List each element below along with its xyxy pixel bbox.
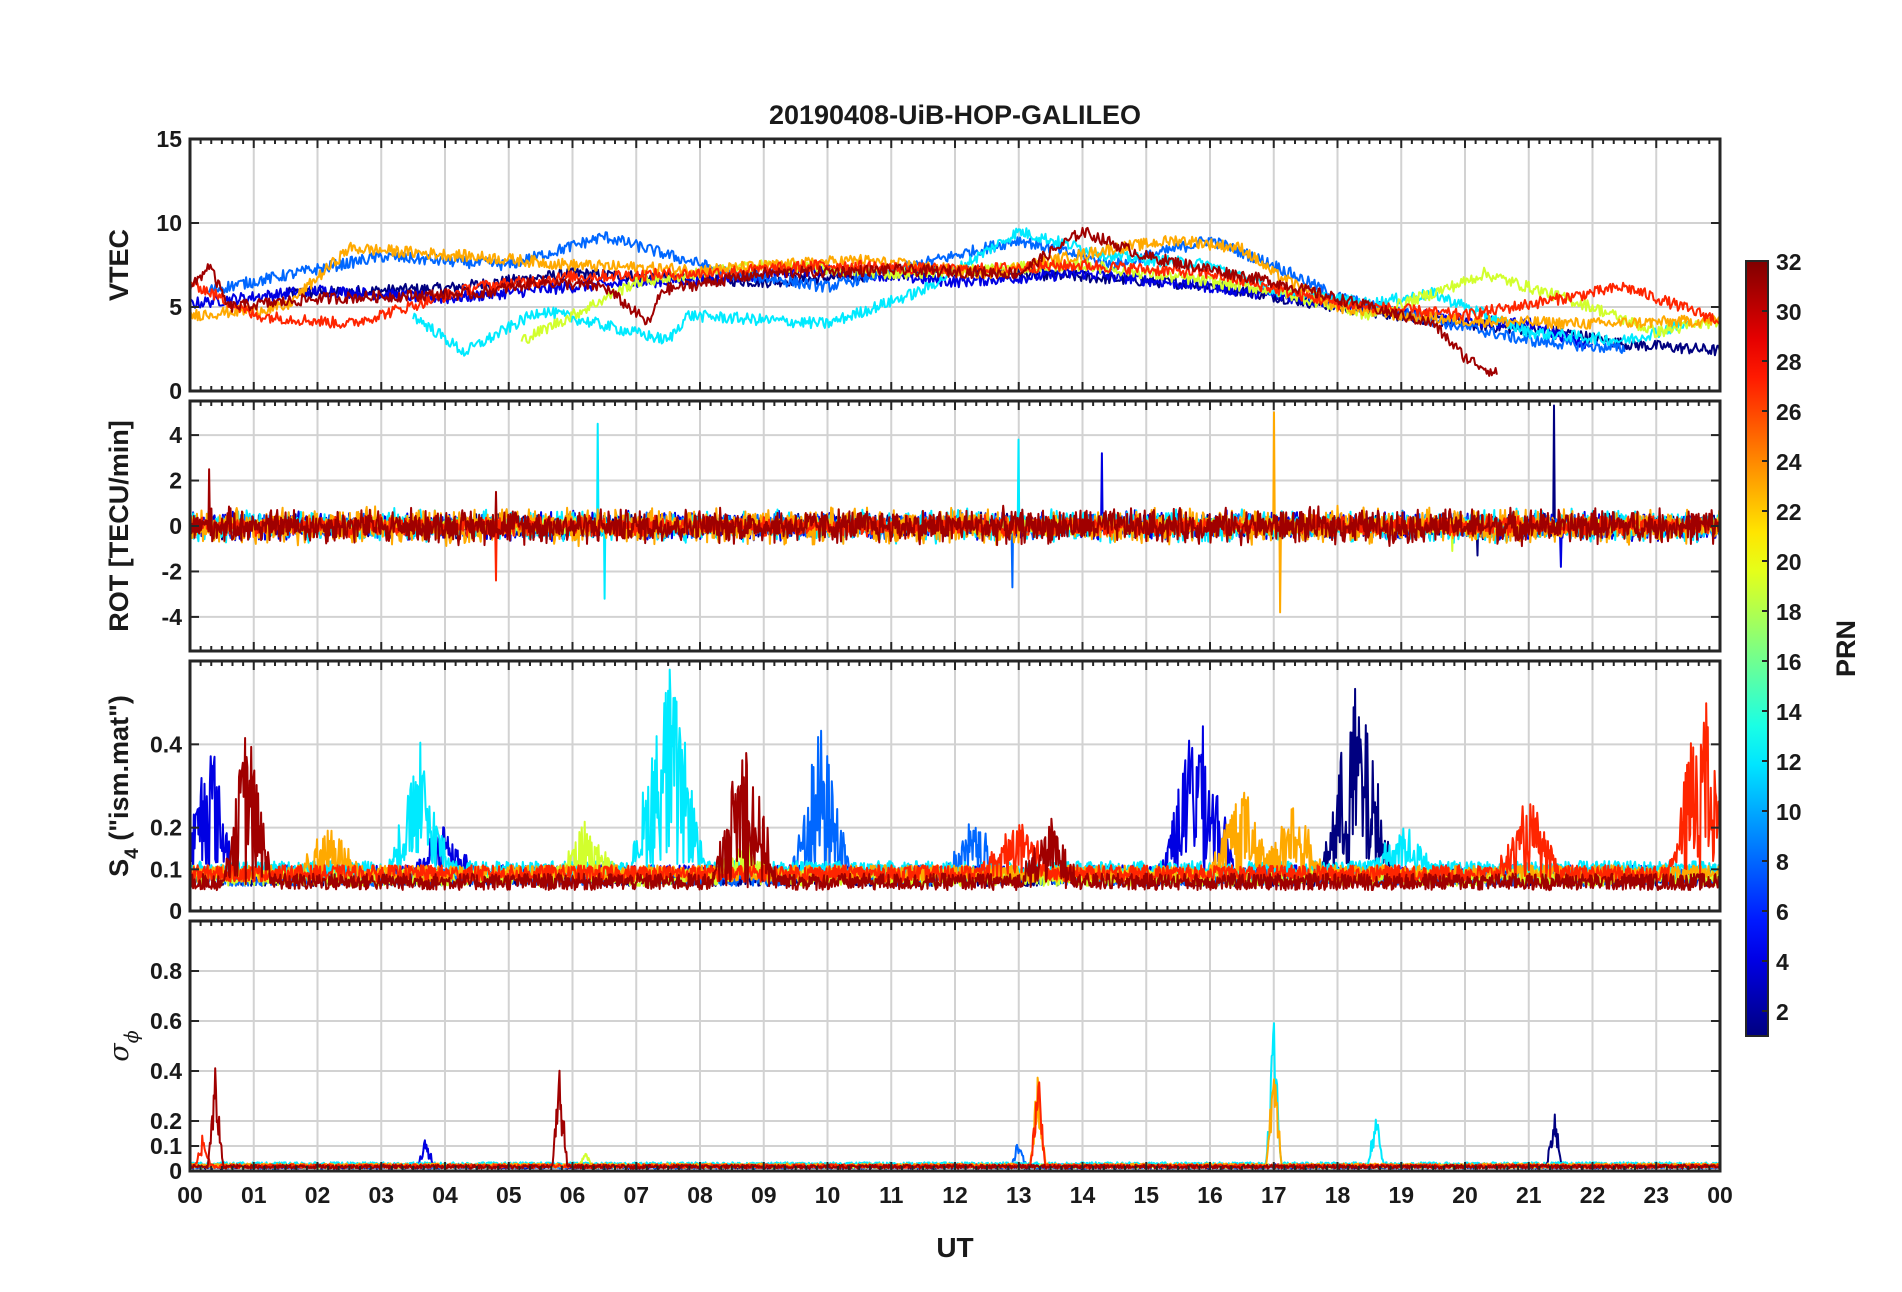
y-tick-label: 0	[169, 1158, 182, 1184]
x-tick-label: 07	[623, 1182, 649, 1208]
series-prn-27-vtec	[190, 258, 1720, 329]
x-tick-label: 19	[1388, 1182, 1414, 1208]
colorbar-tick-label: 10	[1776, 799, 1802, 825]
series-prn-31-s4	[190, 737, 1720, 892]
y-tick-label: 0.2	[150, 1108, 182, 1134]
x-tick-label: 11	[879, 1182, 904, 1208]
x-tick-label: 16	[1197, 1182, 1223, 1208]
y-axis-label-vtec: VTEC	[104, 229, 134, 301]
y-tick-label: -2	[162, 558, 182, 584]
colorbar-label: PRN	[1831, 620, 1861, 677]
y-tick-label: 0.1	[150, 1133, 182, 1159]
x-tick-label: 05	[496, 1182, 522, 1208]
series-prn-12-vtec	[412, 227, 1690, 357]
colorbar-tick-label: 8	[1776, 849, 1789, 875]
colorbar-tick-label: 6	[1776, 899, 1789, 925]
colorbar-tick-label: 12	[1776, 749, 1802, 775]
panel-vtec: 0 5 10 15 VTEC	[104, 126, 1722, 404]
colorbar-tick-label: 2	[1776, 999, 1789, 1025]
y-tick-label: 4	[169, 422, 182, 448]
x-tick-label: 18	[1325, 1182, 1351, 1208]
x-tick-label: 04	[432, 1182, 458, 1208]
y-axis-label-sigma: σϕ	[104, 1030, 143, 1061]
y-tick-label: 0.6	[150, 1008, 182, 1034]
y-tick-label: 0	[169, 898, 182, 924]
y-tick-label: 2	[169, 468, 182, 494]
x-tick-label: 01	[241, 1182, 267, 1208]
y-axis-label-rot: ROT [TECU/min]	[104, 420, 134, 631]
y-tick-label: 0.4	[150, 1058, 182, 1084]
panel-s4-frame	[188, 659, 1722, 913]
panel-s4-traces	[190, 668, 1720, 892]
x-tick-label: 03	[368, 1182, 394, 1208]
colorbar-frame	[1745, 260, 1769, 1037]
x-tick-label: 02	[305, 1182, 331, 1208]
panel-vtec-frame	[188, 137, 1722, 393]
x-tick-label: 12	[942, 1182, 968, 1208]
x-tick-label: 15	[1133, 1182, 1159, 1208]
colorbar-tick-label: 32	[1776, 249, 1802, 275]
y-tick-label: 15	[156, 126, 182, 152]
x-tick-label: 00	[1707, 1182, 1733, 1208]
y-tick-label: 5	[169, 294, 182, 320]
colorbar-gradient	[1746, 261, 1768, 1036]
y-tick-label: 0	[169, 513, 182, 539]
y-tick-label: 0	[169, 378, 182, 404]
colorbar-tick-label: 24	[1776, 449, 1802, 475]
colorbar-tick-label: 18	[1776, 599, 1802, 625]
x-tick-label: 08	[687, 1182, 713, 1208]
colorbar-tick-label: 26	[1776, 399, 1802, 425]
chart-title: 20190408-UiB-HOP-GALILEO	[769, 100, 1141, 130]
y-tick-label: 10	[156, 210, 182, 236]
x-tick-label: 21	[1516, 1182, 1542, 1208]
x-tick-label: 20	[1452, 1182, 1478, 1208]
panel-rot-frame	[188, 399, 1722, 653]
y-tick-label: 0.4	[150, 731, 182, 757]
y-tick-label: 0.2	[150, 815, 182, 841]
x-tick-label: 09	[751, 1182, 777, 1208]
y-tick-label: 0.1	[150, 856, 182, 882]
x-tick-label: 14	[1070, 1182, 1096, 1208]
panel-rot: -4 -2 0 2 4 ROT [TECU/min]	[104, 399, 1722, 653]
series-prn-31-vtec	[190, 226, 1498, 377]
x-tick-label: 06	[560, 1182, 586, 1208]
y-tick-label: -4	[162, 604, 183, 630]
y-tick-label: 0.8	[150, 958, 182, 984]
panel-rot-traces	[190, 404, 1720, 614]
panel-vtec-traces	[190, 226, 1720, 377]
colorbar-tick-label: 22	[1776, 499, 1802, 525]
series-prn-27-s4	[190, 702, 1720, 883]
x-tick-label: 17	[1261, 1182, 1287, 1208]
colorbar-tick-label: 28	[1776, 349, 1802, 375]
panel-s4: 0 0.1 0.2 0.4 S4 ("ism.mat")	[104, 659, 1722, 924]
colorbar-tick-label: 16	[1776, 649, 1802, 675]
x-tick-label: 13	[1006, 1182, 1032, 1208]
panel-sigma-frame	[188, 919, 1722, 1173]
y-axis-label-s4: S4 ("ism.mat")	[104, 695, 143, 877]
x-tick-label: 10	[815, 1182, 841, 1208]
x-tick-label: 22	[1580, 1182, 1606, 1208]
colorbar-tick-label: 4	[1776, 949, 1789, 975]
colorbar-tick-label: 30	[1776, 299, 1802, 325]
x-tick-label: 00	[177, 1182, 203, 1208]
colorbar-tick-label: 20	[1776, 549, 1802, 575]
panel-sigma: 00.10.2 0.4 0.6 0.8 σϕ	[104, 919, 1722, 1184]
series-prn-31-rot	[190, 468, 1720, 548]
colorbar-tick-label: 14	[1776, 699, 1802, 725]
x-tick-label: 23	[1643, 1182, 1669, 1208]
x-axis-label: UT	[936, 1232, 973, 1263]
